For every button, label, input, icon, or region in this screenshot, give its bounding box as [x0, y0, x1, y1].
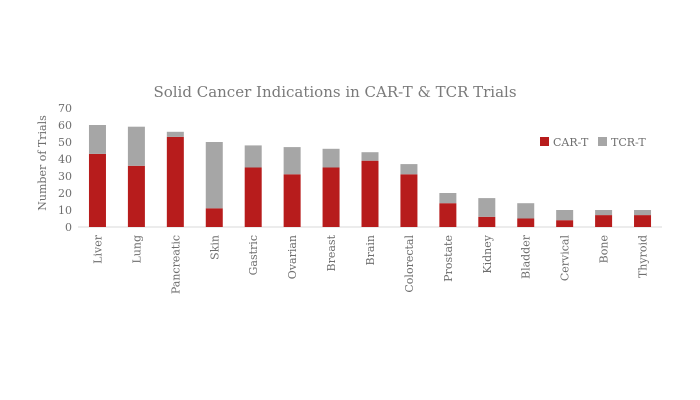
y-axis-ticks: 0 10 20 30 40 50 60 70: [58, 102, 72, 234]
bar-car-t-bladder: [517, 218, 535, 227]
bar-tcr-t-cervical: [556, 210, 574, 221]
bar-tcr-t-prostate: [439, 193, 457, 204]
bar-tcr-t-colorectal: [400, 164, 418, 175]
x-tick-label: Pancreatic: [169, 235, 182, 294]
bar-tcr-t-thyroid: [634, 210, 652, 216]
y-tick-label: 50: [58, 136, 72, 149]
bars-group: [88, 125, 652, 227]
bar-tcr-t-breast: [322, 148, 340, 168]
y-tick-label: 70: [58, 102, 72, 115]
y-tick-label: 60: [58, 119, 72, 132]
bar-car-t-skin: [205, 208, 223, 227]
x-tick-label: Cervical: [559, 235, 572, 282]
x-tick-label: Liver: [91, 234, 104, 264]
x-tick-label: Brain: [364, 235, 377, 266]
y-tick-label: 40: [58, 153, 72, 166]
x-tick-label: Breast: [325, 234, 338, 271]
x-tick-label: Skin: [208, 235, 221, 260]
x-tick-label: Ovarian: [286, 235, 299, 279]
bar-tcr-t-ovarian: [283, 147, 301, 175]
x-tick-label: Prostate: [442, 235, 455, 282]
legend-swatch: [540, 137, 549, 146]
bar-tcr-t-skin: [205, 142, 223, 209]
bar-car-t-kidney: [478, 216, 496, 227]
bar-car-t-ovarian: [283, 174, 301, 227]
y-tick-label: 0: [65, 221, 72, 234]
y-tick-label: 20: [58, 187, 72, 200]
x-tick-label: Gastric: [247, 235, 260, 275]
bar-tcr-t-pancreatic: [166, 131, 184, 137]
bar-car-t-brain: [361, 160, 379, 227]
x-tick-label: Kidney: [481, 234, 494, 273]
bar-tcr-t-bladder: [517, 203, 535, 219]
legend-swatch: [598, 137, 607, 146]
bar-car-t-cervical: [556, 220, 574, 227]
bar-tcr-t-bone: [595, 210, 613, 216]
bar-car-t-thyroid: [634, 215, 652, 227]
x-tick-label: Bladder: [520, 234, 533, 279]
x-tick-label: Bone: [598, 235, 611, 263]
bar-tcr-t-brain: [361, 152, 379, 161]
bar-car-t-colorectal: [400, 174, 418, 227]
bar-car-t-bone: [595, 215, 613, 227]
bar-car-t-pancreatic: [166, 136, 184, 227]
bar-car-t-breast: [322, 167, 340, 227]
y-tick-label: 10: [58, 204, 72, 217]
x-tick-label: Thyroid: [637, 235, 650, 278]
x-tick-label: Colorectal: [403, 235, 416, 293]
legend-label: TCR-T: [611, 136, 646, 149]
legend: CAR-T TCR-T: [540, 136, 646, 149]
bar-tcr-t-lung: [127, 126, 145, 166]
bar-tcr-t-liver: [88, 125, 106, 154]
bar-car-t-liver: [88, 153, 106, 227]
bar-tcr-t-gastric: [244, 145, 262, 168]
chart-title: Solid Cancer Indications in CAR-T & TCR …: [153, 83, 516, 101]
x-axis-labels: Liver Lung Pancreatic Skin Gastric Ovarian Bre…: [91, 234, 649, 294]
bar-tcr-t-kidney: [478, 198, 496, 217]
y-axis-label: Number of Trials: [36, 115, 49, 211]
bar-car-t-gastric: [244, 167, 262, 227]
x-tick-label: Lung: [130, 235, 143, 264]
y-tick-label: 30: [58, 170, 72, 183]
bar-car-t-lung: [127, 165, 145, 227]
legend-label: CAR-T: [553, 136, 589, 149]
bar-car-t-prostate: [439, 203, 457, 227]
